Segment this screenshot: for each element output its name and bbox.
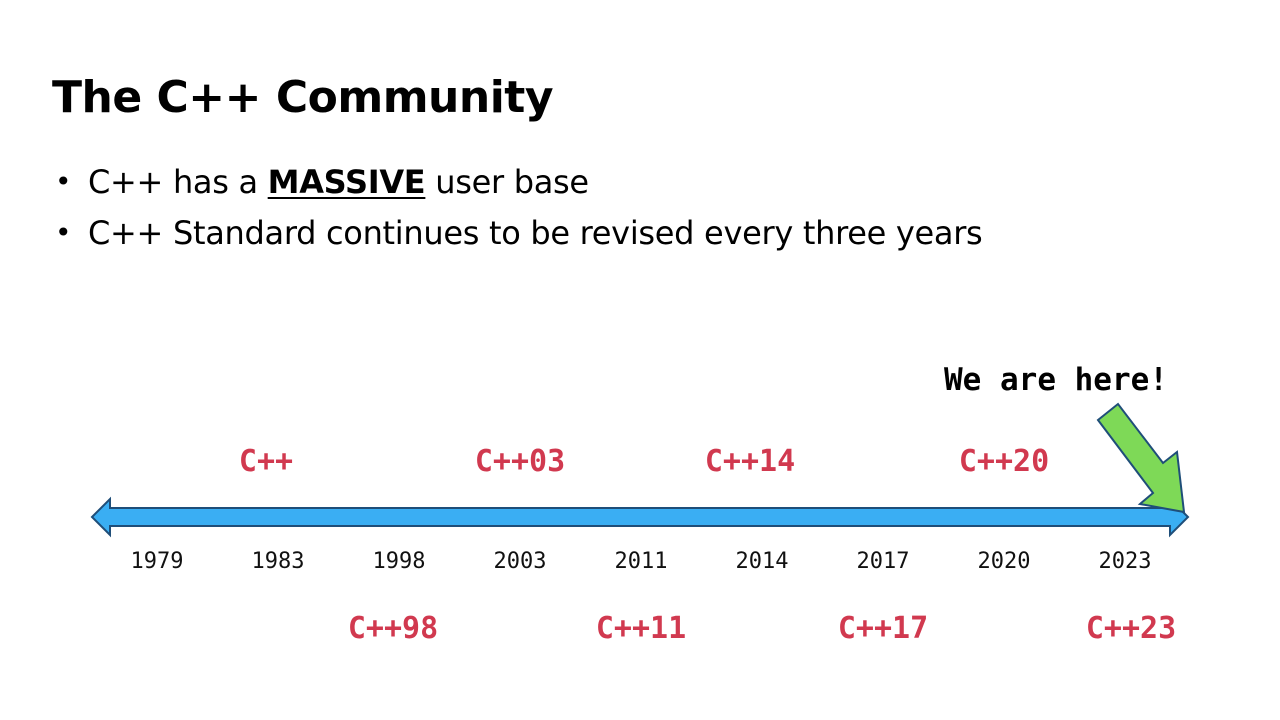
version-label: C++20: [958, 444, 1050, 479]
year-label: 1998: [372, 549, 426, 574]
bullet-emphasis: MASSIVE: [267, 163, 426, 201]
version-label: C++: [238, 444, 294, 479]
year-label: 2011: [614, 549, 668, 574]
version-label: C++03: [474, 444, 566, 479]
bullet-list: • C++ has a MASSIVE user base • C++ Stan…: [52, 160, 983, 262]
bullet-icon: •: [55, 216, 72, 249]
bullet-text-before: C++ has a: [88, 163, 268, 201]
version-label: C++11: [595, 611, 687, 646]
slide-title: The C++ Community: [52, 72, 554, 123]
year-label: 1979: [130, 549, 184, 574]
version-label: C++98: [347, 611, 439, 646]
bullet-item: • C++ has a MASSIVE user base: [52, 160, 982, 211]
double-arrow-icon: [90, 496, 1190, 538]
bullet-text: C++ Standard continues to be revised eve…: [88, 214, 983, 252]
year-label: 2020: [977, 549, 1031, 574]
bullet-item: • C++ Standard continues to be revised e…: [52, 211, 983, 262]
we-are-here-callout: We are here!: [944, 362, 1168, 398]
year-label: 2003: [493, 549, 547, 574]
year-label: 2014: [735, 549, 789, 574]
down-arrow-icon: [1096, 402, 1186, 514]
year-label: 2023: [1098, 549, 1152, 574]
bullet-text-after: user base: [425, 163, 589, 201]
bullet-icon: •: [55, 165, 72, 198]
year-label: 2017: [856, 549, 910, 574]
version-label: C++14: [704, 444, 796, 479]
year-label: 1983: [251, 549, 305, 574]
version-label: C++23: [1085, 611, 1177, 646]
version-label: C++17: [837, 611, 929, 646]
